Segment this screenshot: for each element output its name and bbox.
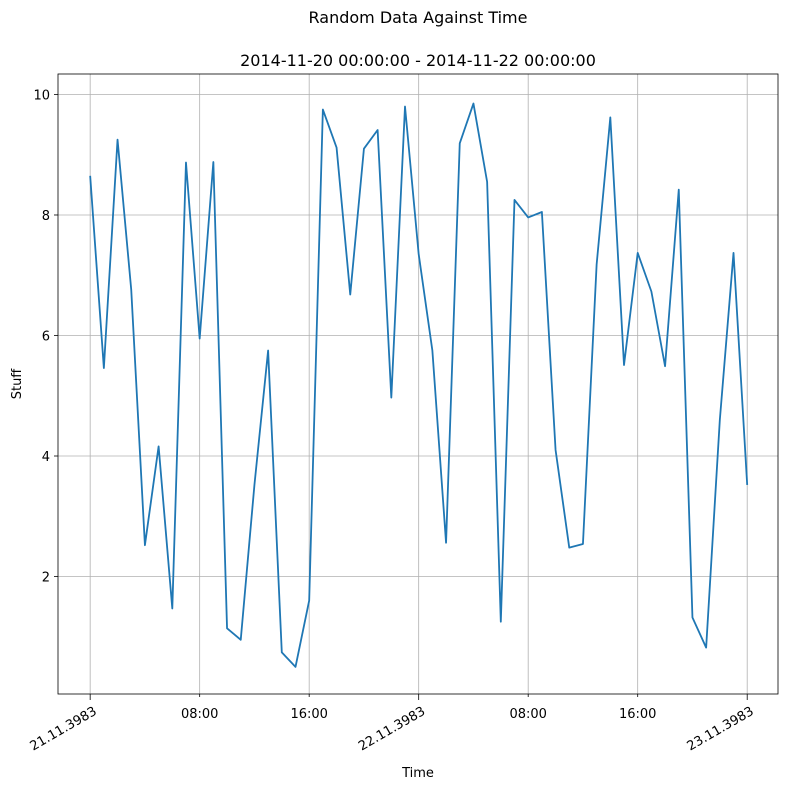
x-tick-label: 23.11.3983 [685,704,757,754]
plot-area-frame [57,73,779,695]
y-axis-ticks: 2 4 6 8 10 [33,88,58,586]
series-layer [89,102,749,668]
y-tick-label: 8 [42,209,50,224]
x-axis-label: Time [401,766,434,781]
series-line [89,102,749,668]
x-tick-label: 22.11.3983 [356,704,428,754]
y-tick-label: 2 [42,571,50,586]
chart-title: Random Data Against Time [309,8,528,27]
x-tick-label: 08:00 [509,707,546,722]
y-tick-label: 4 [42,450,50,465]
grid-lines [58,74,778,694]
x-tick-label: 08:00 [181,707,218,722]
chart-subtitle: 2014-11-20 00:00:00 - 2014-11-22 00:00:0… [240,51,596,70]
y-tick-label: 10 [33,88,50,103]
y-axis-label: Stuff [10,368,25,400]
x-tick-label: 16:00 [290,707,327,722]
y-tick-label: 6 [42,329,50,344]
x-axis-ticks: 21.11.3983 08:00 16:00 22.11.3983 08:00 16:00… [28,694,757,754]
x-tick-label: 16:00 [619,707,656,722]
x-tick-label: 21.11.3983 [28,704,100,754]
